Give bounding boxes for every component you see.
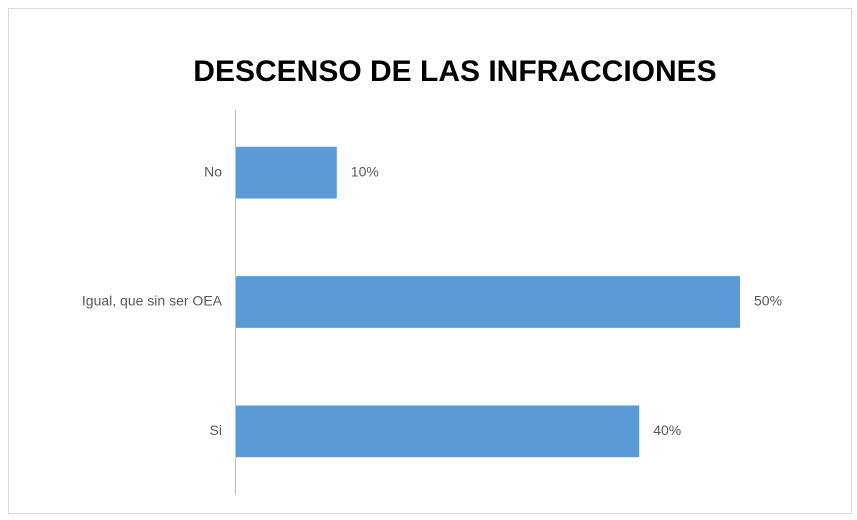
y-tick-label: Si <box>210 422 222 438</box>
data-label: 40% <box>653 422 681 438</box>
data-label: 10% <box>351 163 379 179</box>
y-tick-label: Igual, que sin ser OEA <box>82 293 223 309</box>
bar <box>236 146 337 199</box>
data-label: 50% <box>754 293 782 309</box>
y-tick-label: No <box>204 163 222 179</box>
chart-title: DESCENSO DE LAS INFRACCIONES <box>193 55 716 88</box>
bar <box>236 276 740 328</box>
bar <box>236 405 640 458</box>
